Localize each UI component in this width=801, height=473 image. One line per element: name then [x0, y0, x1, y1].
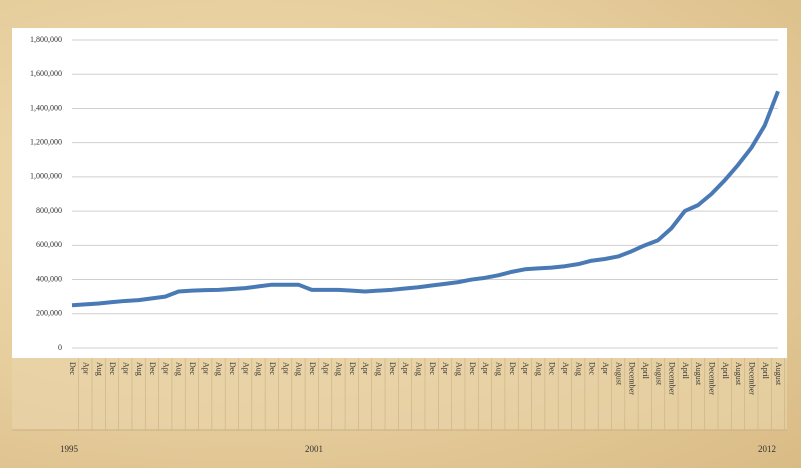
- y-tick-label: 1,800,000: [30, 35, 62, 44]
- x-tick-label: Aug: [494, 362, 503, 376]
- x-tick-label: Aug: [454, 362, 463, 376]
- x-tick-label: Dec: [508, 362, 517, 375]
- x-tick-label: December: [628, 362, 637, 395]
- x-tick-label: August: [694, 362, 703, 386]
- x-tick-label: Apr: [321, 362, 330, 375]
- line: [71, 90, 780, 308]
- x-tick-label: Aug: [135, 362, 144, 376]
- label-panel: [12, 358, 787, 430]
- year-label: 1995: [60, 444, 79, 454]
- x-tick-label: August: [774, 362, 783, 386]
- y-tick-label: 800,000: [36, 206, 62, 215]
- x-tick-label: August: [614, 362, 623, 386]
- x-tick-label: Apr: [161, 362, 170, 375]
- year-label: 2012: [758, 444, 776, 454]
- x-tick-label: Apr: [81, 362, 90, 375]
- x-tick-label: Aug: [255, 362, 264, 376]
- x-tick-label: April: [641, 362, 650, 380]
- x-tick-label: Apr: [601, 362, 610, 375]
- plot-panel: [12, 28, 787, 358]
- x-tick-label: Aug: [375, 362, 384, 376]
- y-tick-label: 1,600,000: [30, 69, 62, 78]
- x-tick-label: Apr: [561, 362, 570, 375]
- x-tick-label: Dec: [428, 362, 437, 375]
- x-tick-label: Apr: [201, 362, 210, 375]
- y-tick-label: 0: [58, 343, 62, 352]
- x-tick-label: Apr: [521, 362, 530, 375]
- x-tick-label: Dec: [228, 362, 237, 375]
- x-tick-label: Apr: [281, 362, 290, 375]
- x-tick-label: April: [761, 362, 770, 380]
- x-tick-label: Aug: [574, 362, 583, 376]
- y-tick-label: 200,000: [36, 309, 62, 318]
- x-tick-label: Apr: [121, 362, 130, 375]
- x-tick-label: Dec: [308, 362, 317, 375]
- x-tick-label: December: [748, 362, 757, 395]
- x-tick-label: Dec: [588, 362, 597, 375]
- x-tick-label: Aug: [215, 362, 224, 376]
- x-tick-label: Dec: [468, 362, 477, 375]
- y-tick-label: 600,000: [36, 240, 62, 249]
- x-tick-label: Apr: [401, 362, 410, 375]
- x-tick-label: Apr: [481, 362, 490, 375]
- x-tick-label: Dec: [148, 362, 157, 375]
- x-tick-label: Dec: [348, 362, 357, 375]
- x-tick-label: Aug: [95, 362, 104, 376]
- x-tick-label: August: [654, 362, 663, 386]
- x-tick-label: Aug: [175, 362, 184, 376]
- x-tick-label: Apr: [361, 362, 370, 375]
- x-tick-label: Aug: [414, 362, 423, 376]
- x-tick-label: December: [668, 362, 677, 395]
- x-tick-label: Aug: [295, 362, 304, 376]
- y-tick-label: 1,200,000: [30, 137, 62, 146]
- x-tick-label: April: [721, 362, 730, 380]
- y-tick-label: 1,400,000: [30, 103, 62, 112]
- x-tick-label: Dec: [188, 362, 197, 375]
- y-tick-label: 400,000: [36, 274, 62, 283]
- x-tick-label: Dec: [108, 362, 117, 375]
- x-tick-label: Dec: [548, 362, 557, 375]
- x-tick-label: Dec: [68, 362, 77, 375]
- x-tick-label: April: [681, 362, 690, 380]
- x-tick-label: Apr: [241, 362, 250, 375]
- x-tick-label: August: [734, 362, 743, 386]
- x-tick-label: Apr: [441, 362, 450, 375]
- year-label: 2001: [305, 444, 323, 454]
- x-tick-label: Aug: [335, 362, 344, 376]
- x-tick-label: Dec: [388, 362, 397, 375]
- x-tick-label: December: [708, 362, 717, 395]
- y-tick-label: 1,000,000: [30, 172, 62, 181]
- x-tick-label: Dec: [268, 362, 277, 375]
- x-tick-label: Aug: [534, 362, 543, 376]
